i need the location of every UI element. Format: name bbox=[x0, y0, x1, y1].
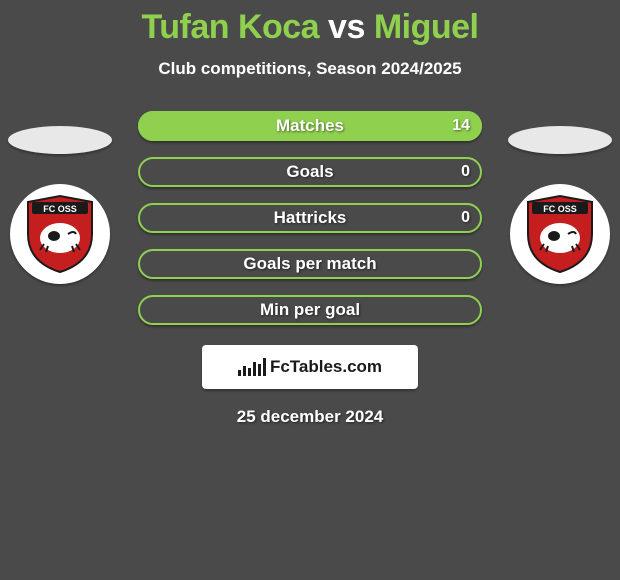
stat-label: Matches bbox=[276, 116, 344, 136]
stat-label: Goals per match bbox=[243, 254, 376, 274]
player-silhouette-icon bbox=[508, 126, 612, 154]
stat-value-right: 14 bbox=[452, 117, 470, 135]
svg-text:FC OSS: FC OSS bbox=[543, 204, 577, 214]
page-title: Tufan Koca vs Miguel bbox=[0, 8, 620, 47]
player1-name: Tufan Koca bbox=[141, 8, 319, 46]
stat-label: Min per goal bbox=[260, 300, 360, 320]
brand-badge: FcTables.com bbox=[202, 345, 418, 389]
club-badge-left: FC OSS bbox=[10, 184, 110, 284]
player-left-column: FC OSS bbox=[0, 126, 120, 284]
infographic-root: Tufan Koca vs Miguel Club competitions, … bbox=[0, 0, 620, 427]
player-right-column: FC OSS bbox=[500, 126, 620, 284]
stat-value-right: 0 bbox=[461, 163, 470, 181]
player-silhouette-icon bbox=[8, 126, 112, 154]
stat-row: Hattricks 0 bbox=[138, 203, 482, 233]
brand-text: FcTables.com bbox=[270, 357, 382, 377]
stat-value-right: 0 bbox=[461, 209, 470, 227]
stat-label: Goals bbox=[286, 162, 333, 182]
stat-row: Goals 0 bbox=[138, 157, 482, 187]
stat-row: Matches 14 bbox=[138, 111, 482, 141]
stats-list: Matches 14 Goals 0 Hattricks 0 Goals per match… bbox=[138, 111, 482, 325]
subtitle: Club competitions, Season 2024/2025 bbox=[0, 59, 620, 79]
bar-chart-icon bbox=[238, 358, 266, 376]
svg-text:FC OSS: FC OSS bbox=[43, 204, 77, 214]
date-text: 25 december 2024 bbox=[0, 407, 620, 427]
club-badge-right: FC OSS bbox=[510, 184, 610, 284]
vs-separator: vs bbox=[328, 8, 365, 46]
stat-label: Hattricks bbox=[274, 208, 347, 228]
shield-icon: FC OSS bbox=[24, 194, 96, 274]
stat-row: Min per goal bbox=[138, 295, 482, 325]
player2-name: Miguel bbox=[374, 8, 479, 46]
shield-icon: FC OSS bbox=[524, 194, 596, 274]
stat-row: Goals per match bbox=[138, 249, 482, 279]
